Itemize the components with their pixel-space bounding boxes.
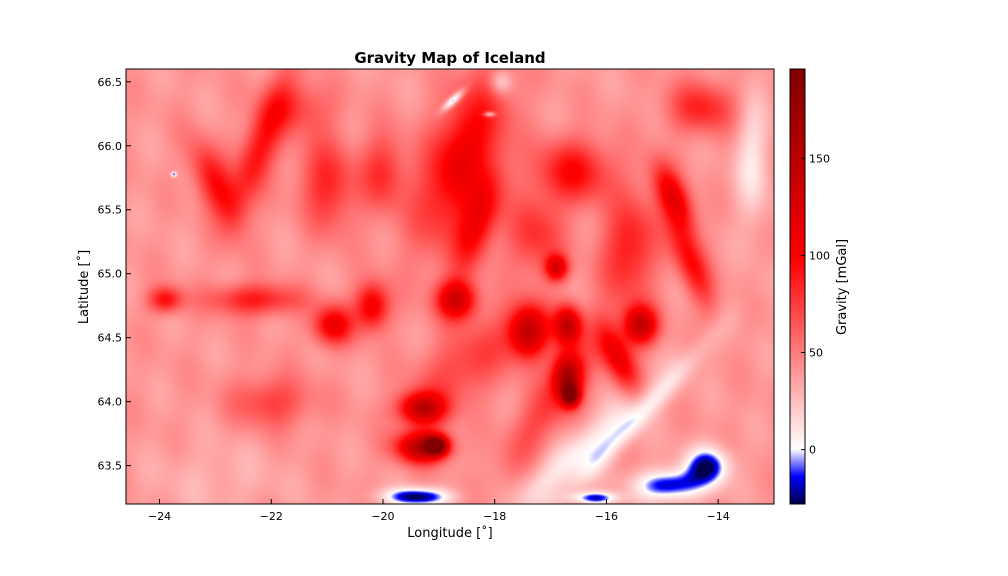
colorbar-tick-label: 50 [809, 347, 823, 360]
x-tick-label: −14 [707, 510, 730, 523]
y-tick-label: 64.5 [98, 332, 123, 345]
colorbar-tick-label: 100 [809, 249, 830, 262]
y-axis: 63.5 64.0 64.5 65.0 65.5 66.0 66.5 [98, 76, 131, 473]
heatmap-plot-area [125, 68, 775, 505]
y-tick-label: 64.0 [98, 396, 123, 409]
plot-frame [125, 68, 775, 505]
gravity-heatmap [126, 69, 774, 504]
chart-title: Gravity Map of Iceland [354, 49, 545, 67]
y-axis-label: Latitude [˚] [76, 250, 92, 324]
colorbar-tick-label: 150 [809, 152, 830, 165]
x-tick-label: −16 [595, 510, 618, 523]
x-axis-label: Longitude [˚] [407, 525, 492, 541]
y-tick-label: 63.5 [98, 460, 123, 473]
y-tick-label: 65.5 [98, 204, 123, 217]
colorbar-ticks: 0 50 100 150 [801, 152, 830, 457]
y-tick-label: 66.5 [98, 76, 123, 89]
colorbar: 0 50 100 150 Gravity [mGal] [789, 68, 850, 505]
x-tick-label: −18 [483, 510, 506, 523]
colorbar-label: Gravity [mGal] [835, 239, 850, 335]
x-tick-label: −22 [260, 510, 283, 523]
x-tick-label: −20 [371, 510, 394, 523]
y-tick-label: 65.0 [98, 268, 123, 281]
x-tick-label: −24 [148, 510, 171, 523]
colorbar-tick-label: 0 [809, 444, 816, 457]
x-axis: −24 −22 −20 −18 −16 −14 [148, 499, 730, 523]
y-tick-label: 66.0 [98, 140, 123, 153]
colorbar-frame [789, 68, 806, 505]
colorbar-gradient [790, 69, 805, 504]
